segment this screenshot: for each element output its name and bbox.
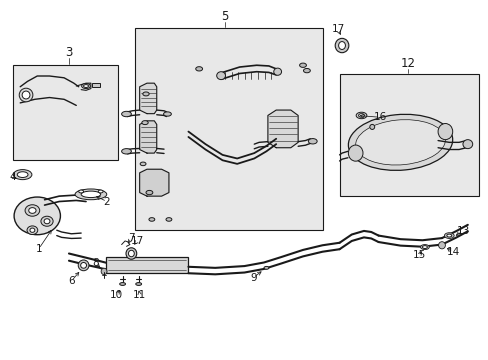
Ellipse shape: [149, 218, 155, 221]
Ellipse shape: [355, 112, 366, 119]
Text: 17: 17: [331, 24, 344, 35]
Ellipse shape: [264, 266, 268, 269]
Ellipse shape: [142, 121, 148, 125]
Bar: [339, 74, 478, 196]
Ellipse shape: [140, 162, 146, 166]
Ellipse shape: [438, 242, 445, 249]
Ellipse shape: [126, 248, 137, 259]
Text: 16: 16: [373, 112, 386, 122]
Ellipse shape: [81, 262, 86, 268]
Ellipse shape: [195, 67, 202, 71]
Text: 10: 10: [110, 290, 123, 300]
Ellipse shape: [444, 233, 453, 238]
Text: 4: 4: [10, 172, 16, 182]
Text: 14: 14: [446, 247, 459, 257]
Ellipse shape: [358, 114, 364, 117]
Ellipse shape: [308, 139, 317, 144]
Ellipse shape: [30, 228, 35, 232]
Ellipse shape: [216, 72, 225, 80]
Polygon shape: [140, 169, 168, 196]
Ellipse shape: [120, 283, 125, 285]
Ellipse shape: [25, 205, 40, 216]
Polygon shape: [267, 110, 298, 148]
Ellipse shape: [128, 250, 134, 257]
Polygon shape: [140, 83, 157, 114]
Ellipse shape: [122, 149, 131, 154]
Ellipse shape: [14, 197, 61, 235]
Text: 8: 8: [92, 258, 99, 268]
Ellipse shape: [369, 125, 374, 130]
Bar: [135, 28, 322, 230]
Text: 12: 12: [400, 57, 414, 70]
Text: 2: 2: [103, 197, 110, 207]
Ellipse shape: [165, 218, 171, 221]
Ellipse shape: [81, 84, 90, 89]
Ellipse shape: [13, 170, 32, 180]
Ellipse shape: [347, 145, 362, 161]
Text: 7: 7: [128, 233, 134, 243]
Text: 6: 6: [68, 276, 75, 286]
Ellipse shape: [75, 189, 106, 200]
Ellipse shape: [78, 260, 89, 271]
Ellipse shape: [22, 91, 30, 99]
Text: 13: 13: [455, 226, 468, 236]
Ellipse shape: [422, 246, 427, 248]
Ellipse shape: [79, 190, 83, 193]
Ellipse shape: [17, 172, 28, 177]
Ellipse shape: [83, 85, 88, 87]
Ellipse shape: [101, 268, 107, 275]
Ellipse shape: [29, 208, 36, 213]
Ellipse shape: [446, 234, 451, 237]
Ellipse shape: [303, 68, 310, 73]
Ellipse shape: [338, 41, 345, 49]
Text: 11: 11: [133, 290, 146, 300]
Bar: [13, 65, 118, 160]
Ellipse shape: [27, 226, 38, 234]
Ellipse shape: [462, 140, 472, 149]
Ellipse shape: [81, 191, 101, 198]
Text: 9: 9: [249, 273, 256, 283]
Ellipse shape: [98, 190, 103, 193]
Ellipse shape: [334, 39, 348, 53]
Ellipse shape: [437, 123, 452, 140]
Text: 17: 17: [130, 236, 143, 246]
Ellipse shape: [41, 216, 53, 226]
Ellipse shape: [146, 190, 153, 195]
Ellipse shape: [355, 120, 445, 165]
Ellipse shape: [163, 112, 171, 116]
Text: 1: 1: [35, 244, 42, 254]
Ellipse shape: [136, 283, 142, 285]
Text: 3: 3: [65, 46, 73, 59]
Bar: [105, 257, 188, 273]
Text: 15: 15: [411, 250, 425, 260]
FancyBboxPatch shape: [92, 83, 100, 87]
Ellipse shape: [122, 111, 131, 117]
Ellipse shape: [44, 219, 50, 224]
Ellipse shape: [420, 244, 428, 249]
Ellipse shape: [19, 88, 33, 102]
Ellipse shape: [142, 92, 149, 96]
Ellipse shape: [299, 63, 306, 67]
Ellipse shape: [347, 114, 452, 170]
Text: 5: 5: [221, 10, 228, 23]
Ellipse shape: [273, 68, 281, 75]
Polygon shape: [140, 121, 157, 153]
